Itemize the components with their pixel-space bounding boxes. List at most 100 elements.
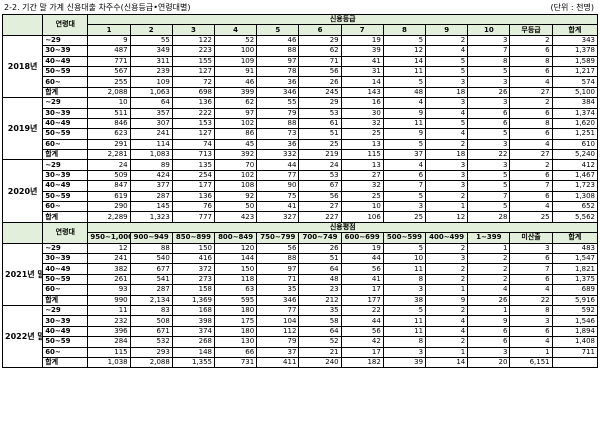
value-cell: 135 xyxy=(171,159,216,171)
value-cell: 777 xyxy=(171,211,216,223)
value-cell: 5 xyxy=(382,242,427,255)
column-header: 900~949 xyxy=(129,232,173,244)
value-cell: 115 xyxy=(340,149,384,161)
value-cell: 3 xyxy=(382,284,427,296)
value-cell: 37 xyxy=(382,149,427,161)
value-cell: 76 xyxy=(171,201,216,213)
value-cell: 6 xyxy=(467,336,511,348)
column-header: 무등급 xyxy=(509,24,553,36)
value-cell: 5 xyxy=(467,169,511,182)
value-cell: 374 xyxy=(171,325,216,338)
value-cell: 9 xyxy=(382,128,427,140)
value-cell: 50 xyxy=(214,201,258,213)
value-cell: 27 xyxy=(509,149,553,161)
value-cell: 5,562 xyxy=(551,211,599,223)
value-cell: 3 xyxy=(425,97,469,109)
value-cell: 4 xyxy=(425,107,469,119)
value-cell: 255 xyxy=(87,76,131,88)
value-cell: 26 xyxy=(467,294,511,306)
value-cell: 1,251 xyxy=(551,128,599,140)
value-cell xyxy=(551,356,599,369)
period-label: 2021년 말 xyxy=(1,242,44,306)
group-header: 신용등급 xyxy=(87,13,598,26)
age-cell: 60~ xyxy=(42,201,89,213)
value-cell: 10 xyxy=(382,252,427,265)
table-row: 40~49 846 307 153 102 88 61 32 11 5 6 8 1,620 xyxy=(3,117,599,130)
group-header: 신용평점 xyxy=(87,221,598,234)
value-cell: 71 xyxy=(298,55,342,67)
age-cell: 50~59 xyxy=(42,273,89,286)
value-cell: 180 xyxy=(214,325,258,338)
total-row: 합계 990 2,134 1,369 595 346 212 177 38 9 26 22 5,916 xyxy=(3,294,599,306)
value-cell: 5 xyxy=(425,117,469,130)
value-cell: 1 xyxy=(425,284,469,296)
value-cell: 4 xyxy=(382,97,427,109)
value-cell: 12 xyxy=(425,211,469,223)
age-cell: ~29 xyxy=(42,97,89,109)
age-cell: 40~49 xyxy=(42,263,89,275)
value-cell: 307 xyxy=(129,117,173,130)
value-cell: 45 xyxy=(214,138,258,151)
value-cell: 8 xyxy=(467,55,511,67)
value-cell: 1,378 xyxy=(551,45,599,57)
value-cell: 392 xyxy=(214,149,258,161)
age-cell: 30~39 xyxy=(42,252,89,265)
value-cell: 91 xyxy=(214,65,258,78)
value-cell: 18 xyxy=(425,149,469,161)
title-bar: 2-2. 기간 말 가계 신용대출 차주수(신용등급•연령대별) (단위 : 천… xyxy=(0,0,600,14)
value-cell: 1,821 xyxy=(551,263,599,275)
value-cell: 6 xyxy=(509,273,553,286)
column-header: 2 xyxy=(129,24,173,36)
value-cell: 4 xyxy=(509,138,553,151)
value-cell: 6 xyxy=(467,107,511,119)
table-row: 40~49 396 671 374 180 112 64 56 11 4 6 6 1,894 xyxy=(3,325,599,338)
table-row: 2021년 말 ~29 12 88 150 120 56 26 19 5 2 1 3 483 xyxy=(1,242,599,306)
column-header: 3 xyxy=(171,24,216,36)
age-cell: ~29 xyxy=(42,242,89,255)
value-cell: 44 xyxy=(256,159,300,171)
value-cell: 6 xyxy=(509,45,553,57)
value-cell: 83 xyxy=(129,304,173,317)
value-cell: 56 xyxy=(298,190,342,203)
value-cell: 3 xyxy=(467,76,511,88)
value-cell: 56 xyxy=(298,65,342,78)
age-cell: 30~39 xyxy=(42,315,89,327)
value-cell: 9 xyxy=(382,107,427,119)
table-row: 50~59 567 239 127 91 78 56 31 11 5 5 6 1,217 xyxy=(3,65,599,78)
value-cell: 37 xyxy=(256,346,300,358)
value-cell: 239 xyxy=(129,65,173,78)
value-cell: 26 xyxy=(298,76,342,88)
age-cell: 50~59 xyxy=(42,336,89,348)
value-cell: 41 xyxy=(340,55,384,67)
column-header: 1 xyxy=(87,24,131,36)
table-row: 50~59 284 532 268 130 79 52 42 8 2 6 4 1,408 xyxy=(3,336,599,348)
header-row: 연령대 신용평점 xyxy=(1,221,598,244)
value-cell: 5 xyxy=(467,201,511,213)
value-cell: 652 xyxy=(551,201,599,213)
value-cell: 52 xyxy=(298,336,342,348)
value-cell: 8 xyxy=(509,117,553,130)
value-cell: 11 xyxy=(87,304,131,317)
value-cell: 108 xyxy=(214,180,258,192)
value-cell: 6 xyxy=(467,325,511,338)
value-cell: 14 xyxy=(382,55,427,67)
value-cell: 671 xyxy=(129,325,173,338)
value-cell: 97 xyxy=(256,55,300,67)
age-cell: 합계 xyxy=(42,149,89,161)
value-cell: 35 xyxy=(256,284,300,296)
value-cell: 3 xyxy=(467,159,511,171)
age-cell: 40~49 xyxy=(42,55,89,67)
value-cell: 2,134 xyxy=(129,294,173,306)
value-cell: 1 xyxy=(425,201,469,213)
value-cell: 3 xyxy=(509,315,553,327)
column-header: 8 xyxy=(382,24,427,36)
value-cell: 177 xyxy=(340,294,384,306)
value-cell: 3 xyxy=(467,97,511,109)
period-label: 2022년 말 xyxy=(1,304,44,369)
value-cell: 88 xyxy=(256,252,300,265)
value-cell: 2 xyxy=(467,273,511,286)
value-cell: 144 xyxy=(214,252,258,265)
value-cell: 212 xyxy=(298,294,342,306)
column-header: 4 xyxy=(214,24,258,36)
value-cell: 532 xyxy=(129,336,173,348)
